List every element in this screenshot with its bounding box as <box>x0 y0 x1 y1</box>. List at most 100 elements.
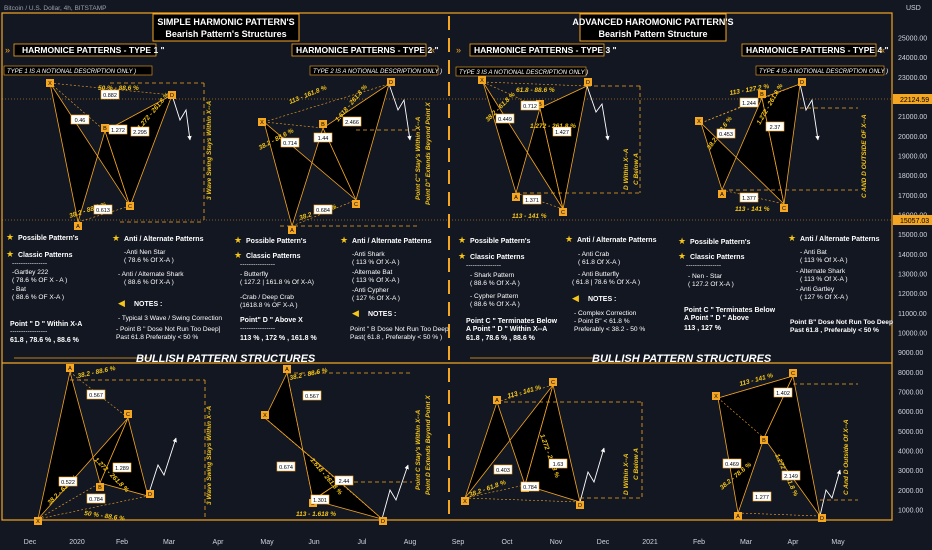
svg-text:61.8 , 78.6 % , 88.6 %: 61.8 , 78.6 % , 88.6 % <box>466 335 536 342</box>
ratio-box <box>280 137 300 148</box>
point-marker-bg <box>695 117 703 125</box>
svg-text:- Anti Gartley: - Anti Gartley <box>796 286 835 293</box>
point-marker-bg <box>146 490 154 498</box>
point-marker-bg <box>66 364 74 372</box>
y-tick-label: 21000.00 <box>898 114 927 121</box>
point-marker-d: D <box>820 516 824 522</box>
c1-possible: Possible Pattern's <box>18 235 79 242</box>
svg-text:----------------: ---------------- <box>466 262 501 269</box>
svg-text:- Typical 3 Wave / Swing Corre: - Typical 3 Wave / Swing Correction <box>118 315 222 322</box>
x-tick-label: Feb <box>693 539 705 546</box>
ratio-box <box>716 128 736 139</box>
ratio-box <box>100 89 120 100</box>
x-tick-label: Mar <box>740 539 753 546</box>
point-marker-bg <box>760 436 768 444</box>
type-4-label: HARMONICE PATTERNS - TYPE 4 " <box>746 45 889 55</box>
y-tick-label: 23000.00 <box>898 75 927 82</box>
advanced-title: ADVANCED HAROMONIC PATTERN'S <box>572 17 733 27</box>
ratio-box <box>276 461 296 472</box>
svg-text:◀: ◀ <box>572 293 579 303</box>
svg-text:★: ★ <box>234 250 242 260</box>
ratio-label: 0.522 <box>61 480 75 486</box>
bull-pattern-3: 113 - 141 % 1.272 - 261.8 % 38.2 - 61.8 … <box>464 384 643 503</box>
point-marker-b: B <box>538 102 542 108</box>
point-marker-c: C <box>551 380 555 386</box>
point-marker-c: C <box>354 202 358 208</box>
ratio-label: 2.44 <box>339 479 350 485</box>
svg-text:Classic Patterns: Classic Patterns <box>690 254 745 261</box>
b1-top-ratio: 38.2 - 88.6 % <box>77 365 116 380</box>
p3-cd-ratio: 1.272 - 261.8 % <box>530 123 576 130</box>
ratio-label: 1.377 <box>742 196 756 202</box>
p3-vert-note-1: D Within X--A <box>623 148 630 190</box>
y-tick-label: 1000.00 <box>898 508 923 515</box>
ratio-box <box>342 116 362 127</box>
y-tick-label: 12000.00 <box>898 291 927 298</box>
type-2-label: HARMONICE PATTERNS - TYPE 2 " <box>296 45 439 55</box>
pattern-markers: XABCDXABCDXABCDXABCDXABCDXABCDXABCDXABCD… <box>34 76 826 525</box>
bull-pattern-2: 38.2 - 88.6 % 1.618 - 261.8 % 113 - 1.61… <box>264 367 432 520</box>
type-3-header: » HARMONICE PATTERNS - TYPE 3 " TYPE 3 I… <box>455 43 617 77</box>
point-marker-a: A <box>68 366 72 372</box>
svg-text:----------------: ---------------- <box>240 325 275 332</box>
point-marker-x: X <box>36 519 40 525</box>
x-tick-label: 2020 <box>69 539 85 546</box>
point-marker-x: X <box>714 394 718 400</box>
svg-text:( 127 % Of X-A ): ( 127 % Of X-A ) <box>800 294 848 301</box>
pattern-2: 113 - 161.8 % 38.2 - 88.6 % 1.618 - 261.… <box>258 83 432 228</box>
point-marker-a: A <box>495 398 499 404</box>
ratio-label: 0.449 <box>498 117 512 123</box>
svg-text:Anti / Alternate Patterns: Anti / Alternate Patterns <box>352 238 432 245</box>
point-marker-bg <box>101 124 109 132</box>
svg-text:»: » <box>456 45 461 55</box>
svg-text:-Crab / Deep Crab: -Crab / Deep Crab <box>240 294 294 301</box>
svg-text:★: ★ <box>788 233 796 243</box>
pattern-4: 113 - 127.2 % 38.2 - 78.6 % 1.272 - 261.… <box>700 83 868 213</box>
ratio-label: 0.684 <box>316 208 330 214</box>
y-tick-label: 15000.00 <box>898 232 927 239</box>
ratio-label: 1.402 <box>776 391 790 397</box>
x-tick-label: Apr <box>788 539 800 546</box>
desc-col-4: ★ Possible Pattern's ★ Classic Patterns … <box>678 233 893 334</box>
point-marker-bg <box>258 118 266 126</box>
ratio-box <box>108 124 128 135</box>
ratio-box <box>313 204 333 215</box>
svg-text:◀: ◀ <box>352 308 359 318</box>
point-marker-bg <box>168 91 176 99</box>
desc-col-1: ★ Possible Pattern's ★ Classic Patterns … <box>6 232 222 344</box>
point-marker-bg <box>74 222 82 230</box>
svg-text:(1618.8 % OF X-A ): (1618.8 % OF X-A ) <box>240 302 298 309</box>
x-tick-label: Feb <box>116 539 128 546</box>
x-tick-label: Dec <box>24 539 37 546</box>
point-marker-bg <box>288 226 296 234</box>
x-tick-label: Dec <box>597 539 610 546</box>
point-marker-bg <box>780 204 788 212</box>
ratio-label: 1.427 <box>555 130 569 136</box>
svg-text:113 % , 172 % , 161.8 %: 113 % , 172 % , 161.8 % <box>240 335 317 342</box>
point-marker-c: C <box>126 412 130 418</box>
point-marker-x: X <box>480 78 484 84</box>
svg-text:Classic Patterns: Classic Patterns <box>470 254 525 261</box>
svg-text:Point B" Dose Not Run Too Deep: Point B" Dose Not Run Too Deep <box>790 319 893 326</box>
b1-vert-note: 3 Wave Swing Stays Within X--A <box>206 406 213 505</box>
ratio-label: 1.63 <box>553 462 564 468</box>
point-marker-c: C <box>782 206 786 212</box>
point-marker-d: D <box>578 503 582 509</box>
svg-text:- Butterfly: - Butterfly <box>240 271 269 278</box>
y-tick-label: 3000.00 <box>898 468 923 475</box>
svg-text:- Cypher Pattern: - Cypher Pattern <box>470 293 519 300</box>
b3-top-ratio: 113 - 141 % <box>507 384 542 400</box>
simple-title-box <box>152 13 300 42</box>
svg-text:-Alternate Bat: -Alternate Bat <box>352 269 392 276</box>
svg-text:( 61.8 | 78.6 % Of X-A ): ( 61.8 | 78.6 % Of X-A ) <box>572 279 640 286</box>
svg-text:»: » <box>5 45 10 55</box>
bullish-title-left-text: BULLISH PATTERN STRUCTURES <box>136 353 316 365</box>
x-tick-label: Sep <box>452 539 465 546</box>
point-marker-bg <box>559 208 567 216</box>
x-tick-label: Apr <box>213 539 225 546</box>
ratio-label: 0.784 <box>523 485 537 491</box>
point-marker-x: X <box>260 120 264 126</box>
svg-text:( 88.6 % Of X-A ): ( 88.6 % Of X-A ) <box>470 280 520 287</box>
ratio-box <box>520 481 540 492</box>
point-marker-a: A <box>290 228 294 234</box>
